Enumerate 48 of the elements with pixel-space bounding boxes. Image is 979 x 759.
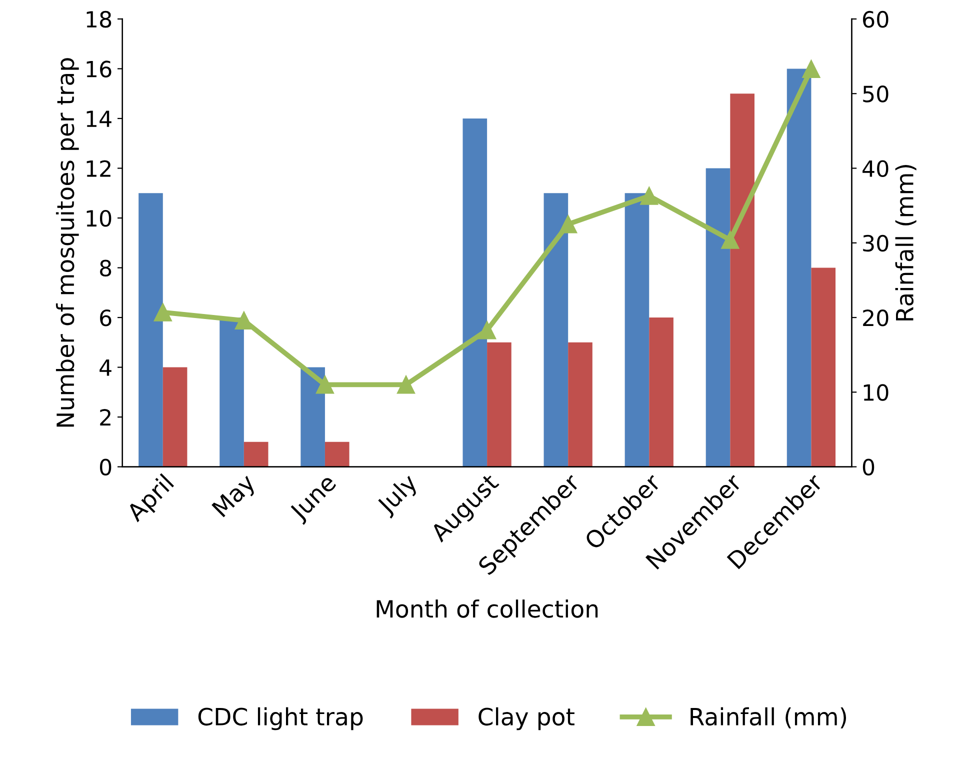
point xyxy=(316,376,334,394)
y-tick-label: 16 xyxy=(86,60,112,78)
y2-tick-label: 0 xyxy=(862,458,874,476)
legend-label: CDC light trap xyxy=(198,707,363,730)
bar xyxy=(162,367,188,467)
bar xyxy=(786,68,812,467)
bar xyxy=(706,168,730,467)
y-tick-label: 4 xyxy=(100,360,112,376)
y2-tick-label: 30 xyxy=(863,234,888,252)
y-tick-label: 18 xyxy=(86,10,112,28)
bar xyxy=(220,318,244,467)
point xyxy=(721,230,740,249)
y-tick-label: 8 xyxy=(100,260,112,277)
bar xyxy=(544,193,568,467)
bar xyxy=(462,118,488,467)
bar xyxy=(138,193,163,467)
y2-tick-label: 10 xyxy=(864,384,888,401)
bar xyxy=(324,442,350,467)
y2-tick-label: 50 xyxy=(863,86,888,102)
y2-tick-label: 40 xyxy=(862,160,888,178)
point xyxy=(478,321,496,340)
y-tick-label: 0 xyxy=(100,458,112,476)
point xyxy=(802,60,820,78)
bar xyxy=(300,367,325,467)
y-tick-label: 10 xyxy=(86,210,112,227)
point xyxy=(396,376,416,394)
bar xyxy=(568,342,592,467)
bar xyxy=(487,342,512,467)
point xyxy=(640,186,658,205)
legend-label: Rainfall (mm) xyxy=(690,707,846,728)
point xyxy=(234,311,253,330)
legend-label: Clay pot xyxy=(478,707,574,730)
bar xyxy=(244,442,268,467)
point xyxy=(154,303,172,322)
bar xyxy=(624,193,650,467)
y-tick-label: 6 xyxy=(100,309,112,326)
y-axis-title: Number of mosquitoes per trap xyxy=(56,58,79,427)
y2-tick-label: 60 xyxy=(863,10,888,28)
bar xyxy=(811,268,836,467)
bar xyxy=(649,318,674,467)
y-tick-label: 2 xyxy=(100,408,110,426)
point xyxy=(559,215,578,234)
y2-axis-title: Rainfall (mm) xyxy=(895,165,916,320)
y-tick-label: 12 xyxy=(86,160,110,177)
x-axis-title: Month of collection xyxy=(376,600,598,618)
y2-tick-label: 20 xyxy=(863,309,888,326)
bar xyxy=(730,94,754,467)
y-tick-label: 14 xyxy=(86,110,112,127)
